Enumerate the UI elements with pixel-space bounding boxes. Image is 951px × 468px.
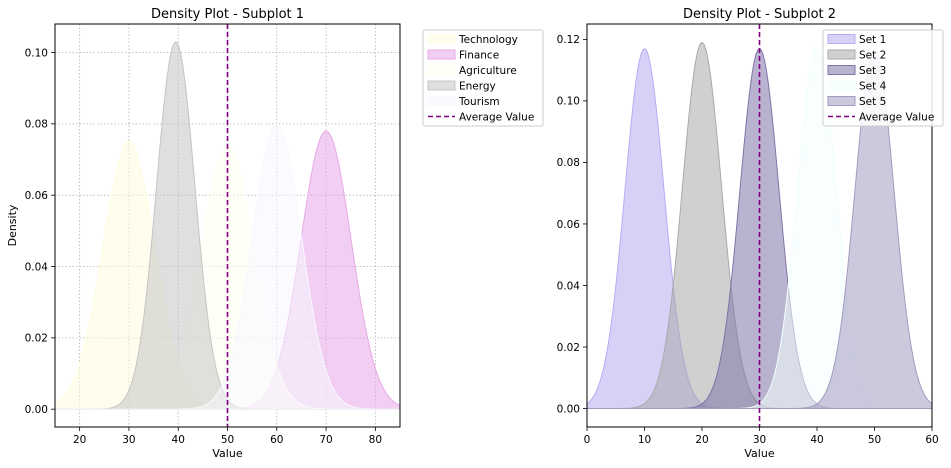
x-axis-label: Value xyxy=(212,447,242,460)
y-tick-label: 0.06 xyxy=(557,219,581,231)
y-tick-label: 0.06 xyxy=(25,190,49,202)
density-area-tourism xyxy=(55,123,400,410)
y-tick-label: 0.00 xyxy=(25,404,48,416)
legend-label: Set 3 xyxy=(859,65,886,77)
legend-swatch xyxy=(827,96,856,106)
y-tick-label: 0.08 xyxy=(25,119,48,131)
x-axis-label: Value xyxy=(744,447,774,460)
subplot-title: Density Plot - Subplot 1 xyxy=(151,7,304,22)
legend-swatch xyxy=(827,34,856,44)
x-tick-label: 70 xyxy=(319,434,332,446)
y-tick-label: 0.10 xyxy=(557,96,580,108)
legend-swatch xyxy=(427,49,456,60)
legend-swatch xyxy=(427,65,456,75)
y-tick-label: 0.00 xyxy=(557,403,580,415)
x-tick-label: 40 xyxy=(172,434,185,446)
legend-swatch xyxy=(427,96,456,106)
legend-label: Set 5 xyxy=(859,96,886,108)
legend-swatch xyxy=(427,80,456,91)
x-tick-label: 30 xyxy=(122,434,135,446)
x-tick-label: 80 xyxy=(369,434,382,446)
legend-swatch xyxy=(827,80,856,91)
x-tick-label: 20 xyxy=(73,434,86,446)
y-axis-label: Density xyxy=(6,204,19,246)
legend-label: Average Value xyxy=(459,112,534,124)
y-tick-label: 0.02 xyxy=(25,333,48,345)
x-tick-label: 50 xyxy=(868,434,881,446)
legend-label: Agriculture xyxy=(459,65,517,77)
x-tick-label: 20 xyxy=(695,434,708,446)
subplot-1: 20 30 40 50 60 70 80 0.00 0.02 0.04 0.06 0.08 0.10 De… xyxy=(6,7,544,460)
legend-label: Average Value xyxy=(859,112,934,124)
density-areas xyxy=(55,41,400,410)
y-tick-label: 0.04 xyxy=(25,261,49,273)
legend-label: Set 1 xyxy=(859,34,886,46)
x-tick-label: 40 xyxy=(810,434,823,446)
x-tick-label: 60 xyxy=(925,434,938,446)
y-tick-label: 0.10 xyxy=(25,47,48,59)
legend: Technology Finance Agriculture Energy Touris… xyxy=(422,29,544,127)
y-tick-label: 0.08 xyxy=(557,157,580,169)
subplot-2: 0 10 20 30 40 50 60 0.00 0.02 0.04 0.06 0.08 0.10 0.1… xyxy=(557,7,944,460)
legend-swatch xyxy=(827,49,856,60)
legend-label: Tourism xyxy=(458,96,500,108)
legend-swatch xyxy=(427,34,456,44)
legend-label: Finance xyxy=(459,50,499,62)
legend: Set 1 Set 2 Set 3 Set 4 Set 5 Average Value xyxy=(822,29,944,127)
x-tick-label: 60 xyxy=(270,434,283,446)
y-tick-label: 0.02 xyxy=(557,342,580,354)
subplot-title: Density Plot - Subplot 2 xyxy=(683,7,836,22)
y-tick-label: 0.12 xyxy=(557,34,580,46)
x-tick-label: 30 xyxy=(753,434,766,446)
x-tick-label: 50 xyxy=(221,434,234,446)
legend-swatch xyxy=(827,65,856,75)
y-tick-label: 0.04 xyxy=(557,280,581,292)
legend-label: Set 2 xyxy=(859,50,886,62)
legend-label: Technology xyxy=(458,34,518,46)
legend-label: Energy xyxy=(459,81,496,93)
legend-label: Set 4 xyxy=(859,81,887,93)
x-tick-label: 10 xyxy=(638,434,651,446)
x-tick-label: 0 xyxy=(584,434,591,446)
